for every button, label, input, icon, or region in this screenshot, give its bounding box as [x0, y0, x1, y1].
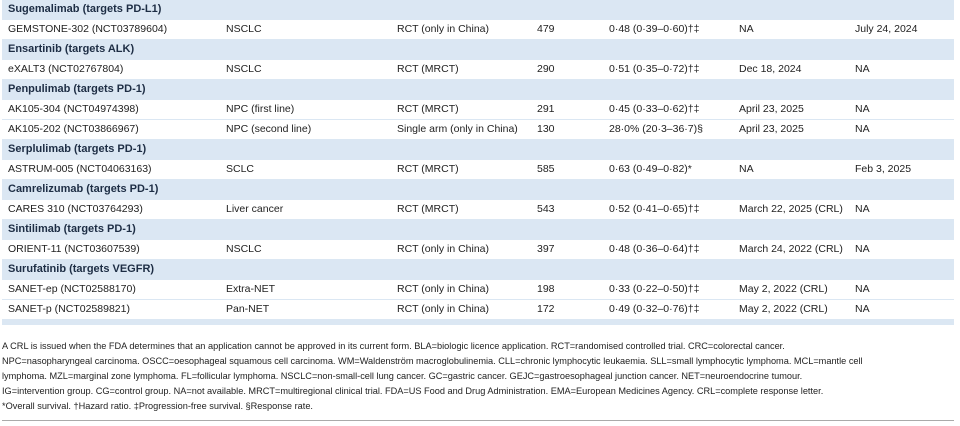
table-cell: eXALT3 (NCT02767804)	[8, 63, 124, 75]
table-cell: 172	[537, 303, 555, 315]
group-header: Serplulimab (targets PD-1)	[8, 143, 147, 155]
table-cell: SANET-p (NCT02589821)	[8, 303, 130, 315]
table-cell: SANET-ep (NCT02588170)	[8, 283, 136, 295]
table-row: AK105-304 (NCT04974398) NPC (first line) R…	[2, 100, 954, 119]
table-cell: 130	[537, 123, 555, 135]
group-header: Ensartinib (targets ALK)	[8, 43, 135, 55]
table-cell: NA	[855, 283, 870, 295]
table-cell: May 2, 2022 (CRL)	[739, 303, 828, 315]
table-cell: 479	[537, 23, 555, 35]
table-cell: 0·51 (0·35–0·72)†‡	[609, 63, 700, 75]
table-cell: 585	[537, 163, 555, 175]
group-header: Surufatinib (targets VEGFR)	[8, 263, 155, 275]
table-cell: 28·0% (20·3–36·7)§	[609, 123, 703, 135]
table-cell: 0·63 (0·49–0·82)*	[609, 163, 692, 175]
table-cell: ASTRUM-005 (NCT04063163)	[8, 163, 152, 175]
group-header: Sintilimab (targets PD-1)	[8, 223, 136, 235]
table-cell: 0·52 (0·41–0·65)†‡	[609, 203, 700, 215]
table-cell: July 24, 2024	[855, 23, 918, 35]
group-header: Penpulimab (targets PD-1)	[8, 83, 146, 95]
table-cell: March 22, 2025 (CRL)	[739, 203, 843, 215]
table-row: ORIENT-11 (NCT03607539) NSCLC RCT (only in…	[2, 240, 954, 259]
table-cell: Extra-NET	[226, 283, 276, 295]
table-cell: 0·48 (0·39–0·60)†‡	[609, 23, 700, 35]
table-cell: RCT (MRCT)	[397, 163, 459, 175]
table-cell: April 23, 2025	[739, 103, 804, 115]
table-cell: NA	[855, 123, 870, 135]
table-cell: 290	[537, 63, 555, 75]
table-row: GEMSTONE-302 (NCT03789604) NSCLC RCT (only…	[2, 20, 954, 39]
table-cell: Dec 18, 2024	[739, 63, 802, 75]
table-cell: GEMSTONE-302 (NCT03789604)	[8, 23, 168, 35]
table-cell: NSCLC	[226, 23, 262, 35]
table-cell: Single arm (only in China)	[397, 123, 518, 135]
footnote-line: A CRL is issued when the FDA determines …	[2, 341, 785, 351]
table-cell: 0·48 (0·36–0·64)†‡	[609, 243, 700, 255]
table-cell: Feb 3, 2025	[855, 163, 912, 175]
table: Sugemalimab (targets PD-L1) GEMSTONE-302 …	[2, 0, 954, 325]
table-row: ASTRUM-005 (NCT04063163) SCLC RCT (MRCT) 58…	[2, 160, 954, 179]
table-cell: NSCLC	[226, 243, 262, 255]
table-cell: RCT (only in China)	[397, 283, 490, 295]
table-cell: NSCLC	[226, 63, 262, 75]
group-header: Sugemalimab (targets PD-L1)	[8, 3, 162, 15]
table-cell: NA	[855, 243, 870, 255]
table-cell: ORIENT-11 (NCT03607539)	[8, 243, 140, 255]
table-cell: RCT (MRCT)	[397, 203, 459, 215]
table-cell: RCT (only in China)	[397, 243, 490, 255]
table-cell: May 2, 2022 (CRL)	[739, 283, 828, 295]
table-cell: SCLC	[226, 163, 255, 175]
table-cell: NA	[855, 63, 870, 75]
footnote-line: IG=intervention group. CG=control group.…	[2, 386, 824, 396]
table-cell: April 23, 2025	[739, 123, 804, 135]
table-cell: NPC (second line)	[226, 123, 312, 135]
table-cell: NA	[855, 103, 870, 115]
table-cell: CARES 310 (NCT03764293)	[8, 203, 143, 215]
bottom-rule	[2, 420, 954, 421]
footnote: A CRL is issued when the FDA determines …	[2, 339, 954, 414]
table-row: SANET-p (NCT02589821) Pan-NET RCT (only in…	[2, 300, 954, 319]
table-cell: NPC (first line)	[226, 103, 295, 115]
table-cell: NA	[739, 23, 754, 35]
table-cell: RCT (only in China)	[397, 303, 490, 315]
table-cell: RCT (MRCT)	[397, 103, 459, 115]
table-cell: 198	[537, 283, 555, 295]
table-cell: AK105-202 (NCT03866967)	[8, 123, 139, 135]
footnote-line: lymphoma. MZL=marginal zone lymphoma. FL…	[2, 371, 803, 381]
table-row: eXALT3 (NCT02767804) NSCLC RCT (MRCT) 290 0·…	[2, 60, 954, 79]
table-cell: AK105-304 (NCT04974398)	[8, 103, 139, 115]
table-cell: NA	[855, 303, 870, 315]
table-cell: 0·49 (0·32–0·76)†‡	[609, 303, 700, 315]
table-cell: Liver cancer	[226, 203, 284, 215]
table-cell: NA	[739, 163, 754, 175]
table-row: CARES 310 (NCT03764293) Liver cancer RCT (…	[2, 200, 954, 219]
table-cell: 397	[537, 243, 555, 255]
table-cell: March 24, 2022 (CRL)	[739, 243, 843, 255]
footnote-line: NPC=nasopharyngeal carcinoma. OSCC=oesop…	[2, 356, 863, 366]
table-row: SANET-ep (NCT02588170) Extra-NET RCT (only…	[2, 280, 954, 299]
table-cell: RCT (MRCT)	[397, 63, 459, 75]
table-cell: 543	[537, 203, 555, 215]
table-cell: RCT (only in China)	[397, 23, 490, 35]
table-row: AK105-202 (NCT03866967) NPC (second line)…	[2, 120, 954, 139]
footnote-line: *Overall survival. †Hazard ratio. ‡Progr…	[2, 401, 313, 411]
table-cell: 0·33 (0·22–0·50)†‡	[609, 283, 700, 295]
group-header: Camrelizumab (targets PD-1)	[8, 183, 159, 195]
table-cell: Pan-NET	[226, 303, 270, 315]
table-cell: 291	[537, 103, 555, 115]
table-cell: NA	[855, 203, 870, 215]
table-cell: 0·45 (0·33–0·62)†‡	[609, 103, 700, 115]
